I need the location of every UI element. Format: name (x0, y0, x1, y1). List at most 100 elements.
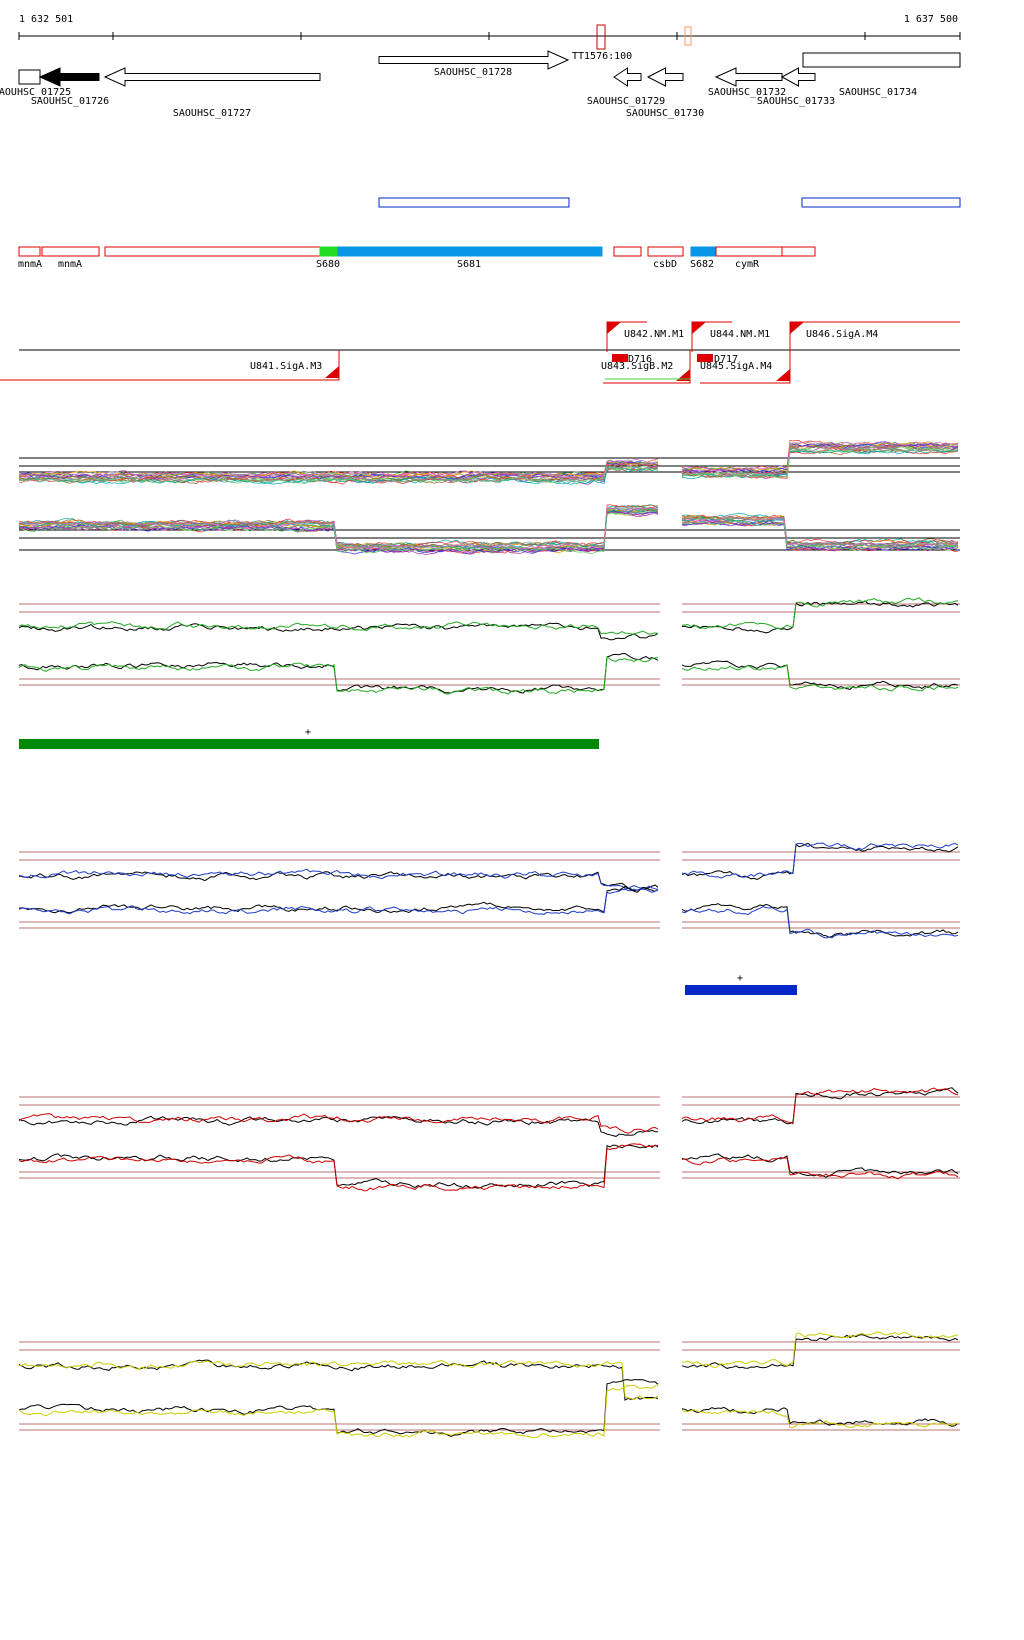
profile (681, 842, 959, 879)
profile (681, 520, 959, 550)
promoter-label: U844.NM.M1 (710, 329, 770, 340)
promoter-flag (676, 369, 690, 381)
feature-box (378, 197, 570, 208)
profile (18, 459, 659, 479)
profile (18, 1115, 659, 1137)
segment (613, 246, 642, 257)
profile (681, 903, 959, 938)
gene-label: SAOUHSC_01730 (626, 108, 704, 119)
profile (18, 1384, 659, 1439)
profile (681, 906, 959, 939)
profile (18, 888, 659, 915)
profile (18, 506, 659, 549)
profile (19, 1359, 659, 1400)
region-sign: + (737, 973, 743, 984)
gene (378, 50, 570, 70)
profile (681, 1331, 958, 1369)
gene (714, 67, 783, 87)
segment-label: S681 (457, 259, 481, 270)
gene (780, 67, 816, 87)
profile (681, 515, 959, 547)
gene (38, 67, 100, 87)
promoter-arrow (700, 350, 791, 384)
segment (104, 246, 321, 257)
profile (18, 885, 659, 914)
profile (18, 461, 659, 478)
promoter-flag (790, 322, 804, 334)
region-bar (685, 985, 797, 995)
gene-label: SAOUHSC_01734 (839, 87, 917, 98)
profile (681, 663, 959, 692)
region-bar (19, 739, 599, 749)
promoter-label: U845.SigA.M4 (700, 361, 772, 372)
profile (18, 652, 659, 694)
promoter-label: U846.SigA.M4 (806, 329, 878, 340)
profile (681, 660, 959, 690)
terminator-label: D716 (628, 354, 652, 365)
profile (18, 868, 659, 890)
gene (802, 52, 961, 68)
promoter-flag (325, 366, 339, 378)
profile (18, 1144, 659, 1189)
profile (681, 520, 958, 552)
feature-box (801, 197, 961, 208)
segment (781, 246, 816, 257)
profile (18, 510, 659, 555)
profile (681, 515, 959, 546)
annotation: TT1576:100 (572, 51, 632, 62)
profile (681, 842, 959, 880)
profile (18, 462, 659, 483)
terminator (697, 354, 713, 362)
profile (18, 507, 658, 551)
profile (681, 1087, 959, 1125)
profile (18, 508, 659, 549)
profile (18, 504, 659, 547)
gene-label: SAOUHSC_01727 (173, 108, 251, 119)
segment-label: S682 (690, 259, 714, 270)
segment-label: mnmA (18, 259, 42, 270)
profile (681, 444, 959, 477)
gene (646, 67, 684, 87)
profile (681, 1334, 959, 1369)
profile (681, 600, 959, 634)
profile (18, 622, 659, 641)
profile (18, 1113, 659, 1134)
profile (681, 597, 959, 630)
profile (18, 655, 659, 695)
profile (18, 465, 659, 485)
terminator-label: D717 (714, 354, 738, 365)
promoter-flag (776, 369, 790, 381)
segment (690, 246, 717, 257)
profile (681, 447, 959, 479)
segment (337, 246, 603, 257)
gene-label: SAOUHSC_01728 (434, 67, 512, 78)
profile (18, 507, 659, 551)
gene-label: SAOUHSC_01733 (757, 96, 835, 107)
gene-label: SAOUHSC_01725 (0, 87, 71, 98)
promoter-label: U841.SigA.M3 (250, 361, 322, 372)
profile (18, 1379, 659, 1438)
gene-label: SAOUHSC_01732 (708, 87, 786, 98)
promoter-flag (692, 322, 706, 334)
gene-label: SAOUHSC_01726 (31, 96, 109, 107)
profile (681, 441, 959, 473)
ruler-start: 1 632 501 (19, 14, 73, 25)
profile (18, 506, 659, 550)
gene-label: SAOUHSC_01729 (587, 96, 665, 107)
promoter-label: U843.SigB.M2 (601, 361, 673, 372)
segment-label: S680 (316, 259, 340, 270)
promoter-label: U842.NM.M1 (624, 329, 684, 340)
terminator (612, 354, 628, 362)
segment-label: mnmA (58, 259, 82, 270)
marker (596, 24, 606, 50)
profile (681, 1409, 959, 1429)
profile (18, 504, 659, 548)
segment-label: csbD (653, 259, 677, 270)
profile (681, 440, 959, 472)
profile (681, 520, 959, 551)
profile (681, 1153, 959, 1178)
profile (18, 510, 659, 554)
profile (18, 621, 659, 636)
